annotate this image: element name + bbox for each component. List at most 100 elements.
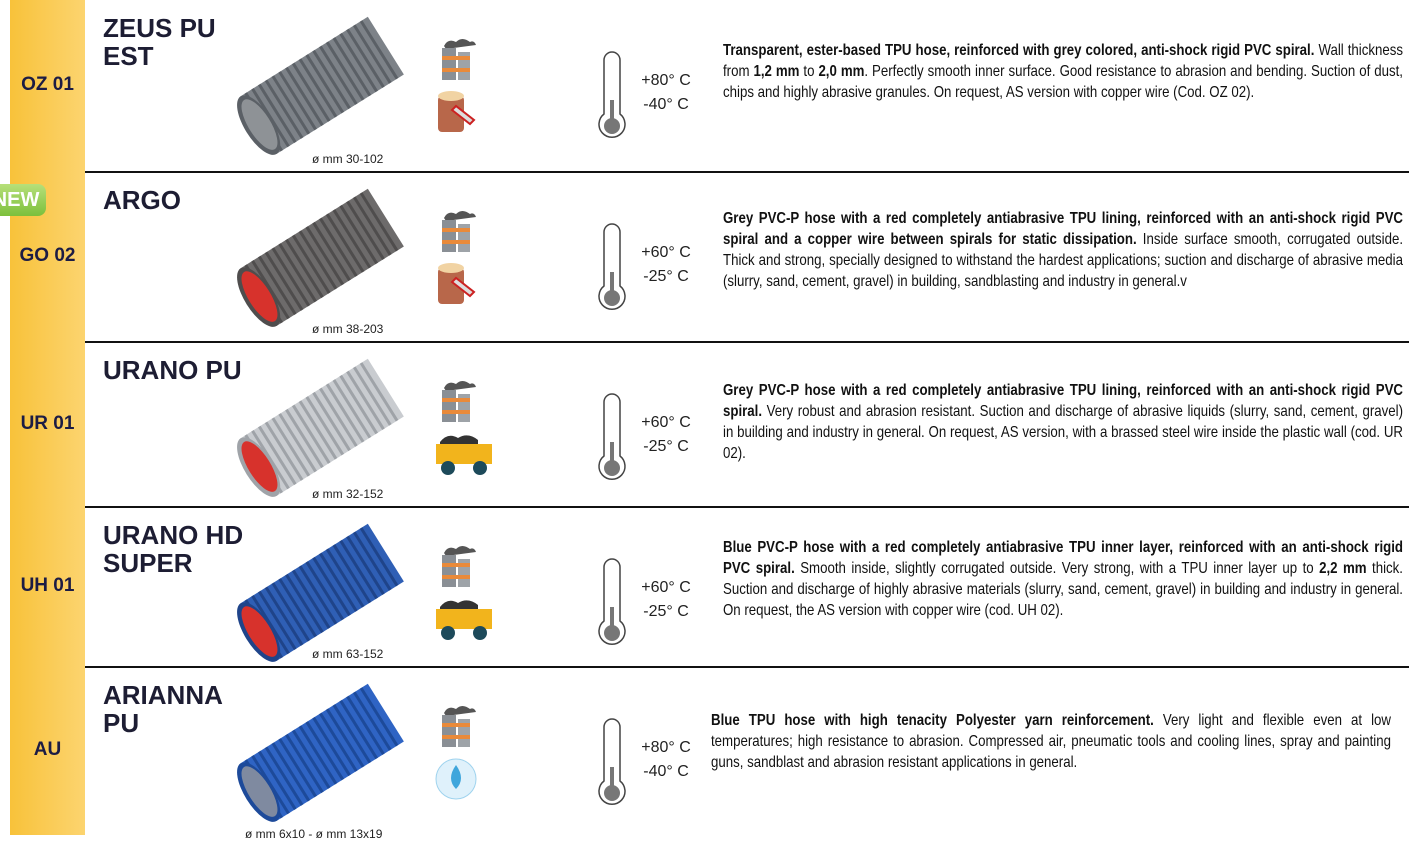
- temperature-min: -40° C: [643, 96, 689, 113]
- description-bold: 1,2 mm: [753, 63, 800, 80]
- hose-rib: [271, 247, 311, 307]
- hose-inner: [241, 606, 278, 657]
- hose-rib: [271, 417, 311, 477]
- truck-body: [436, 609, 492, 629]
- hose-rib: [291, 62, 331, 122]
- hose-rib: [291, 729, 331, 789]
- hose-rib: [319, 217, 358, 277]
- hose-rib: [312, 716, 351, 777]
- hose-rib: [352, 531, 392, 591]
- factory-icon: [442, 211, 476, 252]
- temperature-max: +60° C: [641, 579, 691, 596]
- hose-rib: [278, 71, 317, 131]
- hose-rib: [271, 75, 311, 135]
- stripe: [442, 398, 470, 402]
- hose-rib: [339, 204, 378, 265]
- hose-image: [237, 683, 404, 822]
- description-bold: Grey PVC-P hose with a red completely an…: [723, 382, 1403, 420]
- hose-rib: [325, 708, 365, 768]
- temperature-min: -40° C: [643, 763, 689, 780]
- truck-icon: [436, 600, 492, 640]
- temperature-max: +60° C: [641, 244, 691, 261]
- hose-rib: [359, 687, 399, 747]
- thermometer: [598, 223, 626, 310]
- hose-rib: [285, 573, 324, 634]
- description-bold: 2,2 mm: [1319, 560, 1367, 577]
- hose-rib: [346, 370, 385, 430]
- thermometer-bulb: [604, 625, 620, 641]
- hose-rib: [264, 586, 304, 646]
- hose-rib: [332, 704, 372, 764]
- hose-rib: [312, 556, 351, 617]
- product-code: AU: [33, 739, 62, 760]
- description-bold: Transparent, ester-based TPU hose, reinf…: [723, 42, 1315, 59]
- chimney: [442, 555, 456, 587]
- description-bold: Blue PVC-P hose with a red completely an…: [723, 539, 1403, 577]
- hose-rib: [271, 742, 311, 802]
- hose-rib: [264, 79, 304, 139]
- hose-rib: [264, 251, 304, 311]
- diameter-label: ø mm 30-102: [312, 152, 384, 166]
- thermometer: [598, 51, 626, 138]
- hose-rib: [298, 230, 338, 290]
- hose-rib: [359, 192, 399, 252]
- temperature-max: +80° C: [641, 72, 691, 89]
- stripe: [442, 735, 470, 739]
- hose-rib: [251, 755, 290, 815]
- description: Blue TPU hose with high tenacity Polyest…: [711, 710, 1391, 773]
- hose-rib: [352, 196, 392, 256]
- hose-rib: [258, 255, 297, 316]
- hose-rib: [339, 539, 378, 600]
- temperature-min: -25° C: [643, 603, 689, 620]
- stripe: [442, 563, 470, 567]
- hose-rib: [346, 200, 385, 260]
- hose-rib: [291, 569, 331, 629]
- hose-rib: [285, 408, 324, 469]
- thermometer-bulb: [604, 118, 620, 134]
- description-text: Smooth inside, slightly corrugated outsi…: [794, 560, 1320, 577]
- description-text: Very light and flexible even at low temp…: [711, 712, 1391, 771]
- stripe: [442, 56, 470, 60]
- description-text: Wall thickness from: [723, 42, 1403, 80]
- new-badge: NEW: [0, 184, 46, 216]
- hose-rib: [325, 213, 365, 273]
- product-code: UR 01: [20, 412, 75, 434]
- truck-load: [440, 435, 478, 446]
- smoke: [444, 381, 476, 391]
- product-name: URANO HD SUPER: [103, 520, 244, 578]
- hose-rib: [285, 733, 324, 794]
- hose-image: [237, 358, 404, 497]
- drop-icon: [435, 758, 477, 800]
- hose-inner: [241, 99, 278, 150]
- product-code: UH 01: [20, 575, 75, 596]
- hose-rib: [352, 691, 392, 751]
- truck-body: [436, 444, 492, 464]
- hose-rib: [359, 362, 399, 422]
- hose-rib: [325, 41, 365, 101]
- hose-rib: [251, 430, 290, 490]
- hose-rib: [285, 66, 324, 127]
- stripe: [442, 723, 470, 727]
- truck-load: [440, 600, 478, 611]
- drop: [451, 765, 461, 789]
- hose-rib: [346, 535, 385, 595]
- saw-blade: [450, 104, 476, 126]
- hose-rib: [298, 565, 338, 625]
- hose-image: [237, 523, 404, 662]
- thermometer-level: [610, 100, 614, 122]
- hose-rib: [352, 24, 392, 84]
- description-text: Very robust and abrasion resistant. Suct…: [723, 403, 1403, 462]
- hose-rib: [312, 49, 351, 110]
- smoke: [444, 706, 476, 716]
- hose-rib: [305, 54, 345, 114]
- description-text: . Perfectly smooth inner surface. Good r…: [723, 63, 1403, 101]
- description-text: Inside surface smooth, corrugated outsid…: [723, 231, 1403, 290]
- thermometer: [598, 718, 626, 805]
- log: [438, 96, 464, 132]
- hose-rib: [312, 221, 351, 282]
- chimney: [442, 48, 456, 80]
- thermometer-bulb: [604, 460, 620, 476]
- diameter-label: ø mm 63-152: [312, 647, 384, 661]
- hose-rib: [264, 421, 304, 481]
